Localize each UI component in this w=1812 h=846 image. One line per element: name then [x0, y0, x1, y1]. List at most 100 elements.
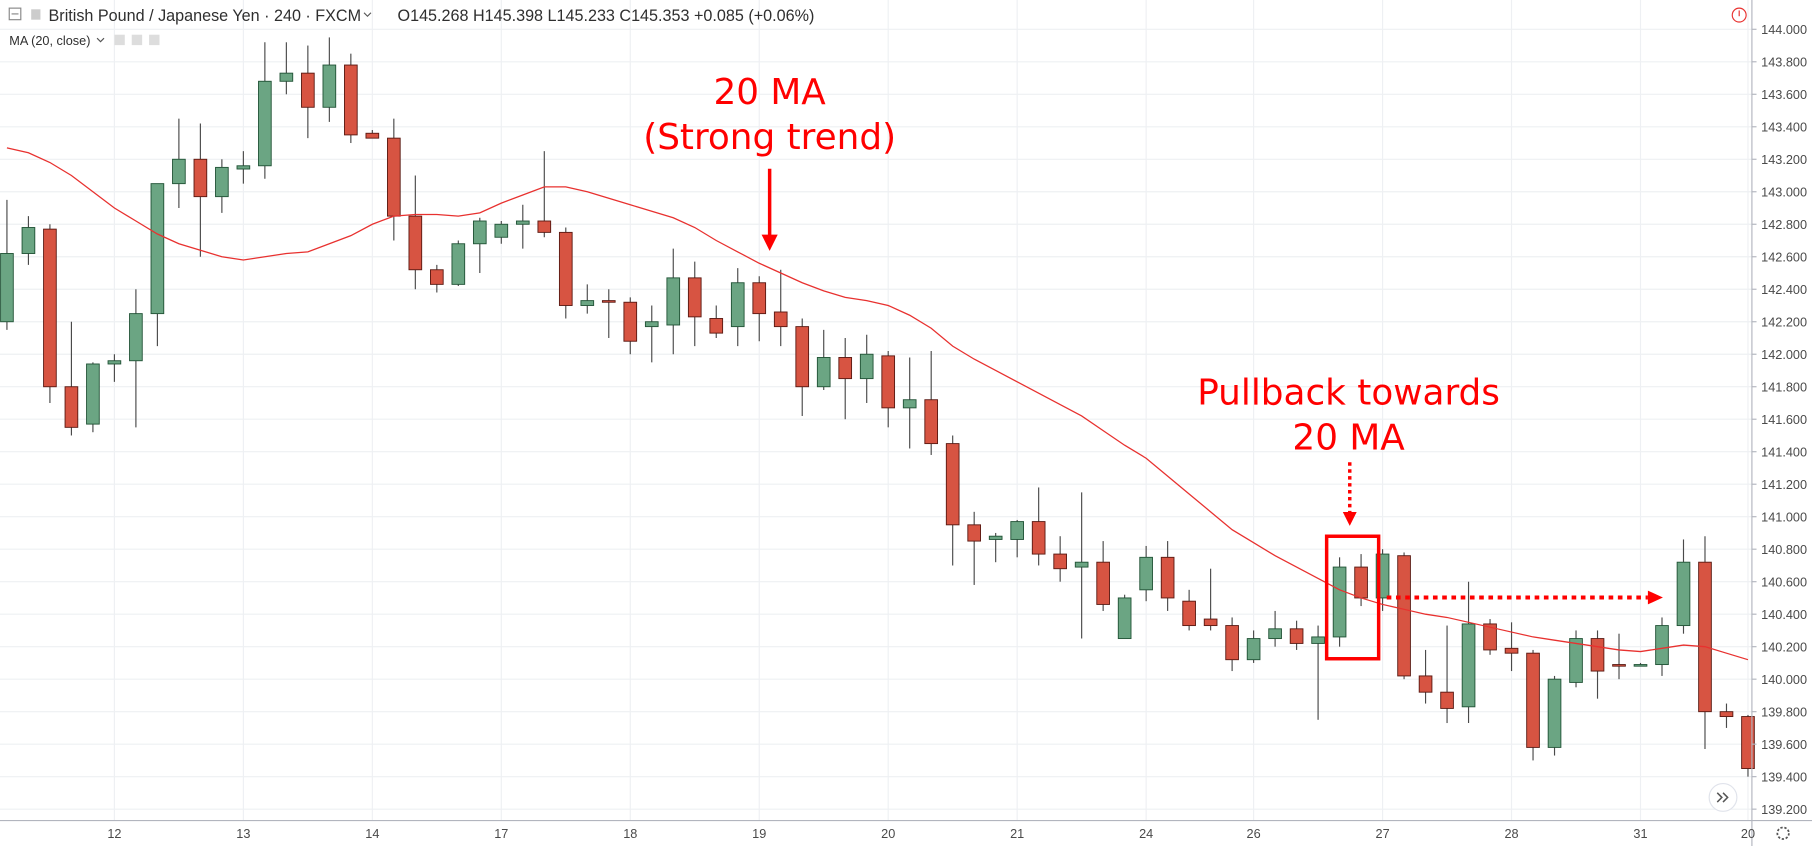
y-tick-label: 141.400 [1761, 444, 1807, 459]
candle-body [795, 326, 810, 388]
candle-body [215, 166, 229, 198]
candle-body [838, 357, 853, 380]
y-tick-label: 140.800 [1761, 542, 1807, 557]
candle-body [472, 220, 487, 245]
candle-body [365, 132, 380, 139]
ma-eye-icon[interactable] [114, 34, 125, 46]
candle-body [1010, 521, 1024, 540]
candle-body [967, 524, 981, 542]
candle-body [1268, 628, 1282, 640]
candle-body [1526, 652, 1540, 748]
candle-body [1397, 555, 1411, 677]
y-tick-label: 142.000 [1761, 347, 1807, 362]
annotation-ma: 20 MA [713, 72, 826, 113]
candle-body [1612, 664, 1626, 667]
candle-body [1741, 716, 1755, 770]
candle-body [1483, 623, 1497, 651]
annotation-ma-note: (Strong trend) [643, 117, 896, 158]
grid-layer [0, 0, 1752, 821]
arrow-head [761, 234, 778, 251]
ma-close-icon[interactable] [149, 34, 160, 46]
candle-body [279, 72, 294, 82]
candle-body [1590, 638, 1605, 672]
ma-settings-icon[interactable] [131, 34, 143, 46]
candle-body [666, 277, 681, 326]
candle-body [1418, 675, 1433, 693]
candle-body [1203, 618, 1218, 627]
x-tick-label: 17 [494, 826, 508, 841]
y-tick-label: 141.000 [1761, 509, 1807, 524]
candle-body [1655, 625, 1669, 666]
y-tick-label: 141.600 [1761, 412, 1807, 427]
candle-body [107, 360, 122, 365]
candle-body [387, 137, 401, 217]
axis-layer: 139.200 139.400 139.600 139.800 140.000 140.2… [107, 22, 1807, 841]
x-tick-label: 12 [107, 826, 121, 841]
candle-body [129, 313, 143, 362]
candle-body [1053, 553, 1067, 570]
alert-icon[interactable] [1731, 7, 1747, 23]
candle-body [1289, 628, 1304, 644]
dotted-horizontal-arrow-head [1647, 590, 1663, 605]
candle-body [1440, 691, 1454, 709]
candle-body [0, 253, 14, 323]
y-tick-label: 142.400 [1761, 282, 1807, 297]
candle-body [709, 318, 724, 334]
candle-body [945, 443, 960, 526]
candle-body [644, 321, 659, 328]
y-tick-label: 141.800 [1761, 379, 1807, 394]
y-tick-label: 139.600 [1761, 737, 1807, 752]
y-tick-label: 140.400 [1761, 607, 1807, 622]
y-tick-label: 140.000 [1761, 672, 1807, 687]
candle-body [1117, 597, 1132, 640]
candle-body [430, 269, 444, 285]
y-tick-label: 141.200 [1761, 477, 1807, 492]
candle-body [1074, 561, 1089, 568]
candle-body [1504, 647, 1519, 654]
candle-body [773, 311, 788, 328]
collapse-icon[interactable] [8, 7, 22, 21]
candle-body [558, 231, 573, 306]
y-tick-label: 140.200 [1761, 639, 1807, 654]
annotation-pullback-target: 20 MA [1292, 418, 1405, 459]
y-tick-label: 142.800 [1761, 217, 1807, 232]
y-tick-label: 143.800 [1761, 54, 1807, 69]
candle-body [21, 227, 36, 254]
y-tick-label: 140.600 [1761, 574, 1807, 589]
candle-body [752, 282, 767, 315]
scroll-button[interactable] [1708, 782, 1738, 812]
ohlc-quote: O145.268 H145.398 L145.233 C145.353 +0.0… [398, 7, 815, 25]
candle-body [1332, 566, 1347, 638]
symbol-chevron[interactable] [363, 12, 372, 18]
candle-body [623, 301, 638, 342]
candle-body [730, 282, 745, 328]
candle-body [580, 300, 595, 306]
candle-body [1139, 556, 1153, 591]
ma-line [6, 147, 1749, 661]
symbol-title[interactable]: British Pound / Japanese Yen · 240 · FXC… [49, 7, 362, 25]
candle-body [1182, 600, 1196, 627]
candle-body [1096, 561, 1110, 605]
candle-body [86, 363, 100, 425]
x-tick-label: 14 [365, 826, 379, 841]
symbol-icon [31, 9, 41, 20]
candle-body [1569, 638, 1583, 683]
candle-body [1676, 561, 1691, 627]
candle-body [687, 277, 702, 318]
highlight-box [1324, 534, 1381, 661]
candle-body [193, 158, 208, 198]
candle-body [1461, 623, 1476, 708]
x-tick-label: 26 [1247, 826, 1261, 841]
y-tick-label: 143.600 [1761, 87, 1807, 102]
candle-body [1246, 638, 1261, 661]
settings-icon[interactable] [1776, 826, 1790, 840]
candle-body [515, 220, 530, 225]
ma-chevron[interactable] [96, 37, 105, 43]
candle-body [236, 165, 251, 170]
candle-body [344, 64, 358, 136]
x-tick-label: 20 [881, 826, 895, 841]
candle-body [1225, 625, 1239, 661]
plot-layer [0, 37, 1755, 777]
ma-legend[interactable]: MA (20, close) [9, 33, 90, 48]
